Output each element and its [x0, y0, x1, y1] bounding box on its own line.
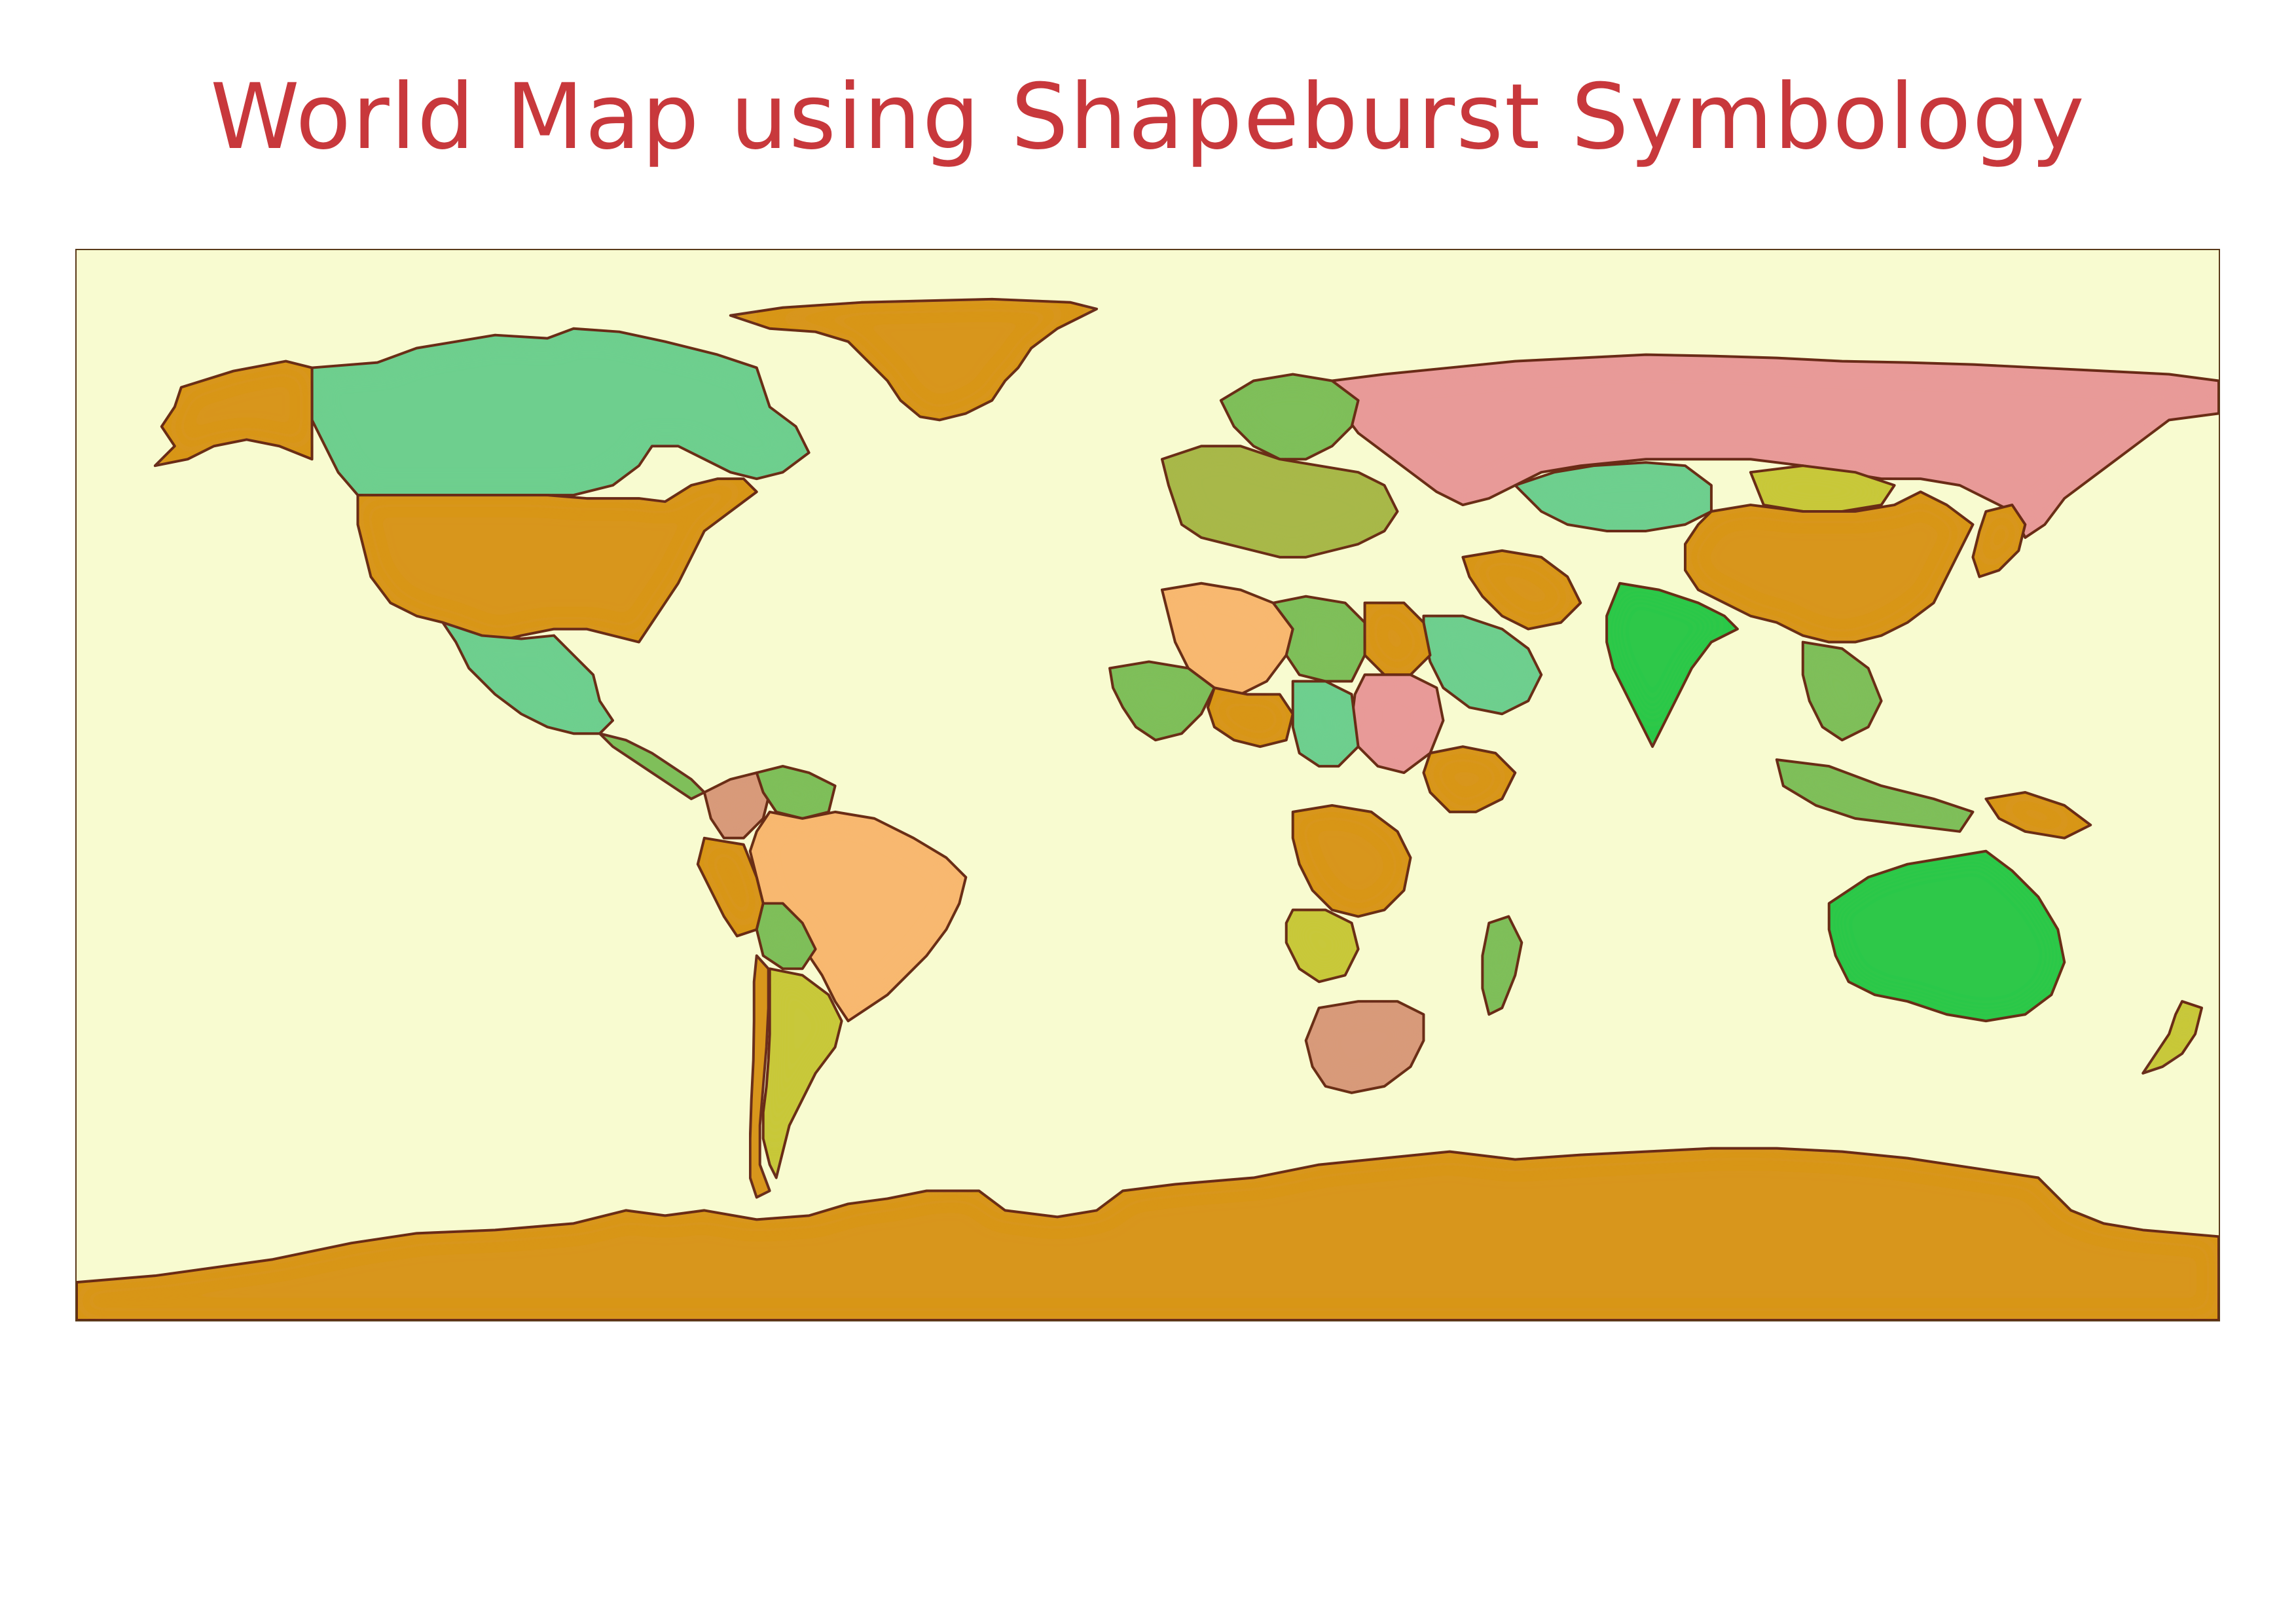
- region-china: [1683, 490, 1975, 644]
- region-southeast-asia: [1801, 640, 1883, 742]
- region-australia: [1827, 849, 2066, 1023]
- region-india: [1605, 581, 1739, 748]
- world-map[interactable]: [77, 250, 2219, 1320]
- region-libya: [1271, 595, 1366, 683]
- map-frame[interactable]: [75, 249, 2220, 1321]
- region-dr-congo: [1291, 803, 1412, 918]
- region-colombia: [702, 771, 771, 840]
- region-united-states: [356, 477, 758, 644]
- region-chile: [748, 954, 771, 1199]
- region-niger: [1206, 686, 1294, 748]
- region-russia: [1330, 353, 2219, 539]
- region-bolivia: [755, 902, 817, 970]
- region-mexico: [441, 621, 614, 735]
- region-scandinavia: [1219, 373, 1360, 461]
- region-central-america: [598, 732, 706, 800]
- region-south-africa: [1304, 1000, 1425, 1094]
- region-alaska: [153, 360, 314, 468]
- region-ethiopia: [1422, 745, 1517, 813]
- region-papua-new-guinea: [1984, 790, 2092, 840]
- region-europe: [1160, 445, 1399, 559]
- region-new-zealand: [2141, 1000, 2204, 1075]
- region-argentina: [761, 967, 843, 1179]
- region-angola: [1285, 908, 1360, 984]
- map-title: World Map using Shapeburst Symbology: [210, 64, 2086, 170]
- country-polygons: [77, 297, 2219, 1320]
- region-iran: [1461, 549, 1582, 631]
- region-madagascar: [1481, 915, 1523, 1016]
- region-antarctica: [77, 1147, 2219, 1320]
- region-mali: [1108, 660, 1216, 742]
- region-greenland: [729, 297, 1099, 422]
- region-indonesia: [1775, 758, 1975, 833]
- region-algeria: [1160, 581, 1294, 696]
- region-chad: [1291, 680, 1360, 768]
- region-japan: [1971, 504, 2027, 578]
- region-egypt: [1363, 601, 1432, 676]
